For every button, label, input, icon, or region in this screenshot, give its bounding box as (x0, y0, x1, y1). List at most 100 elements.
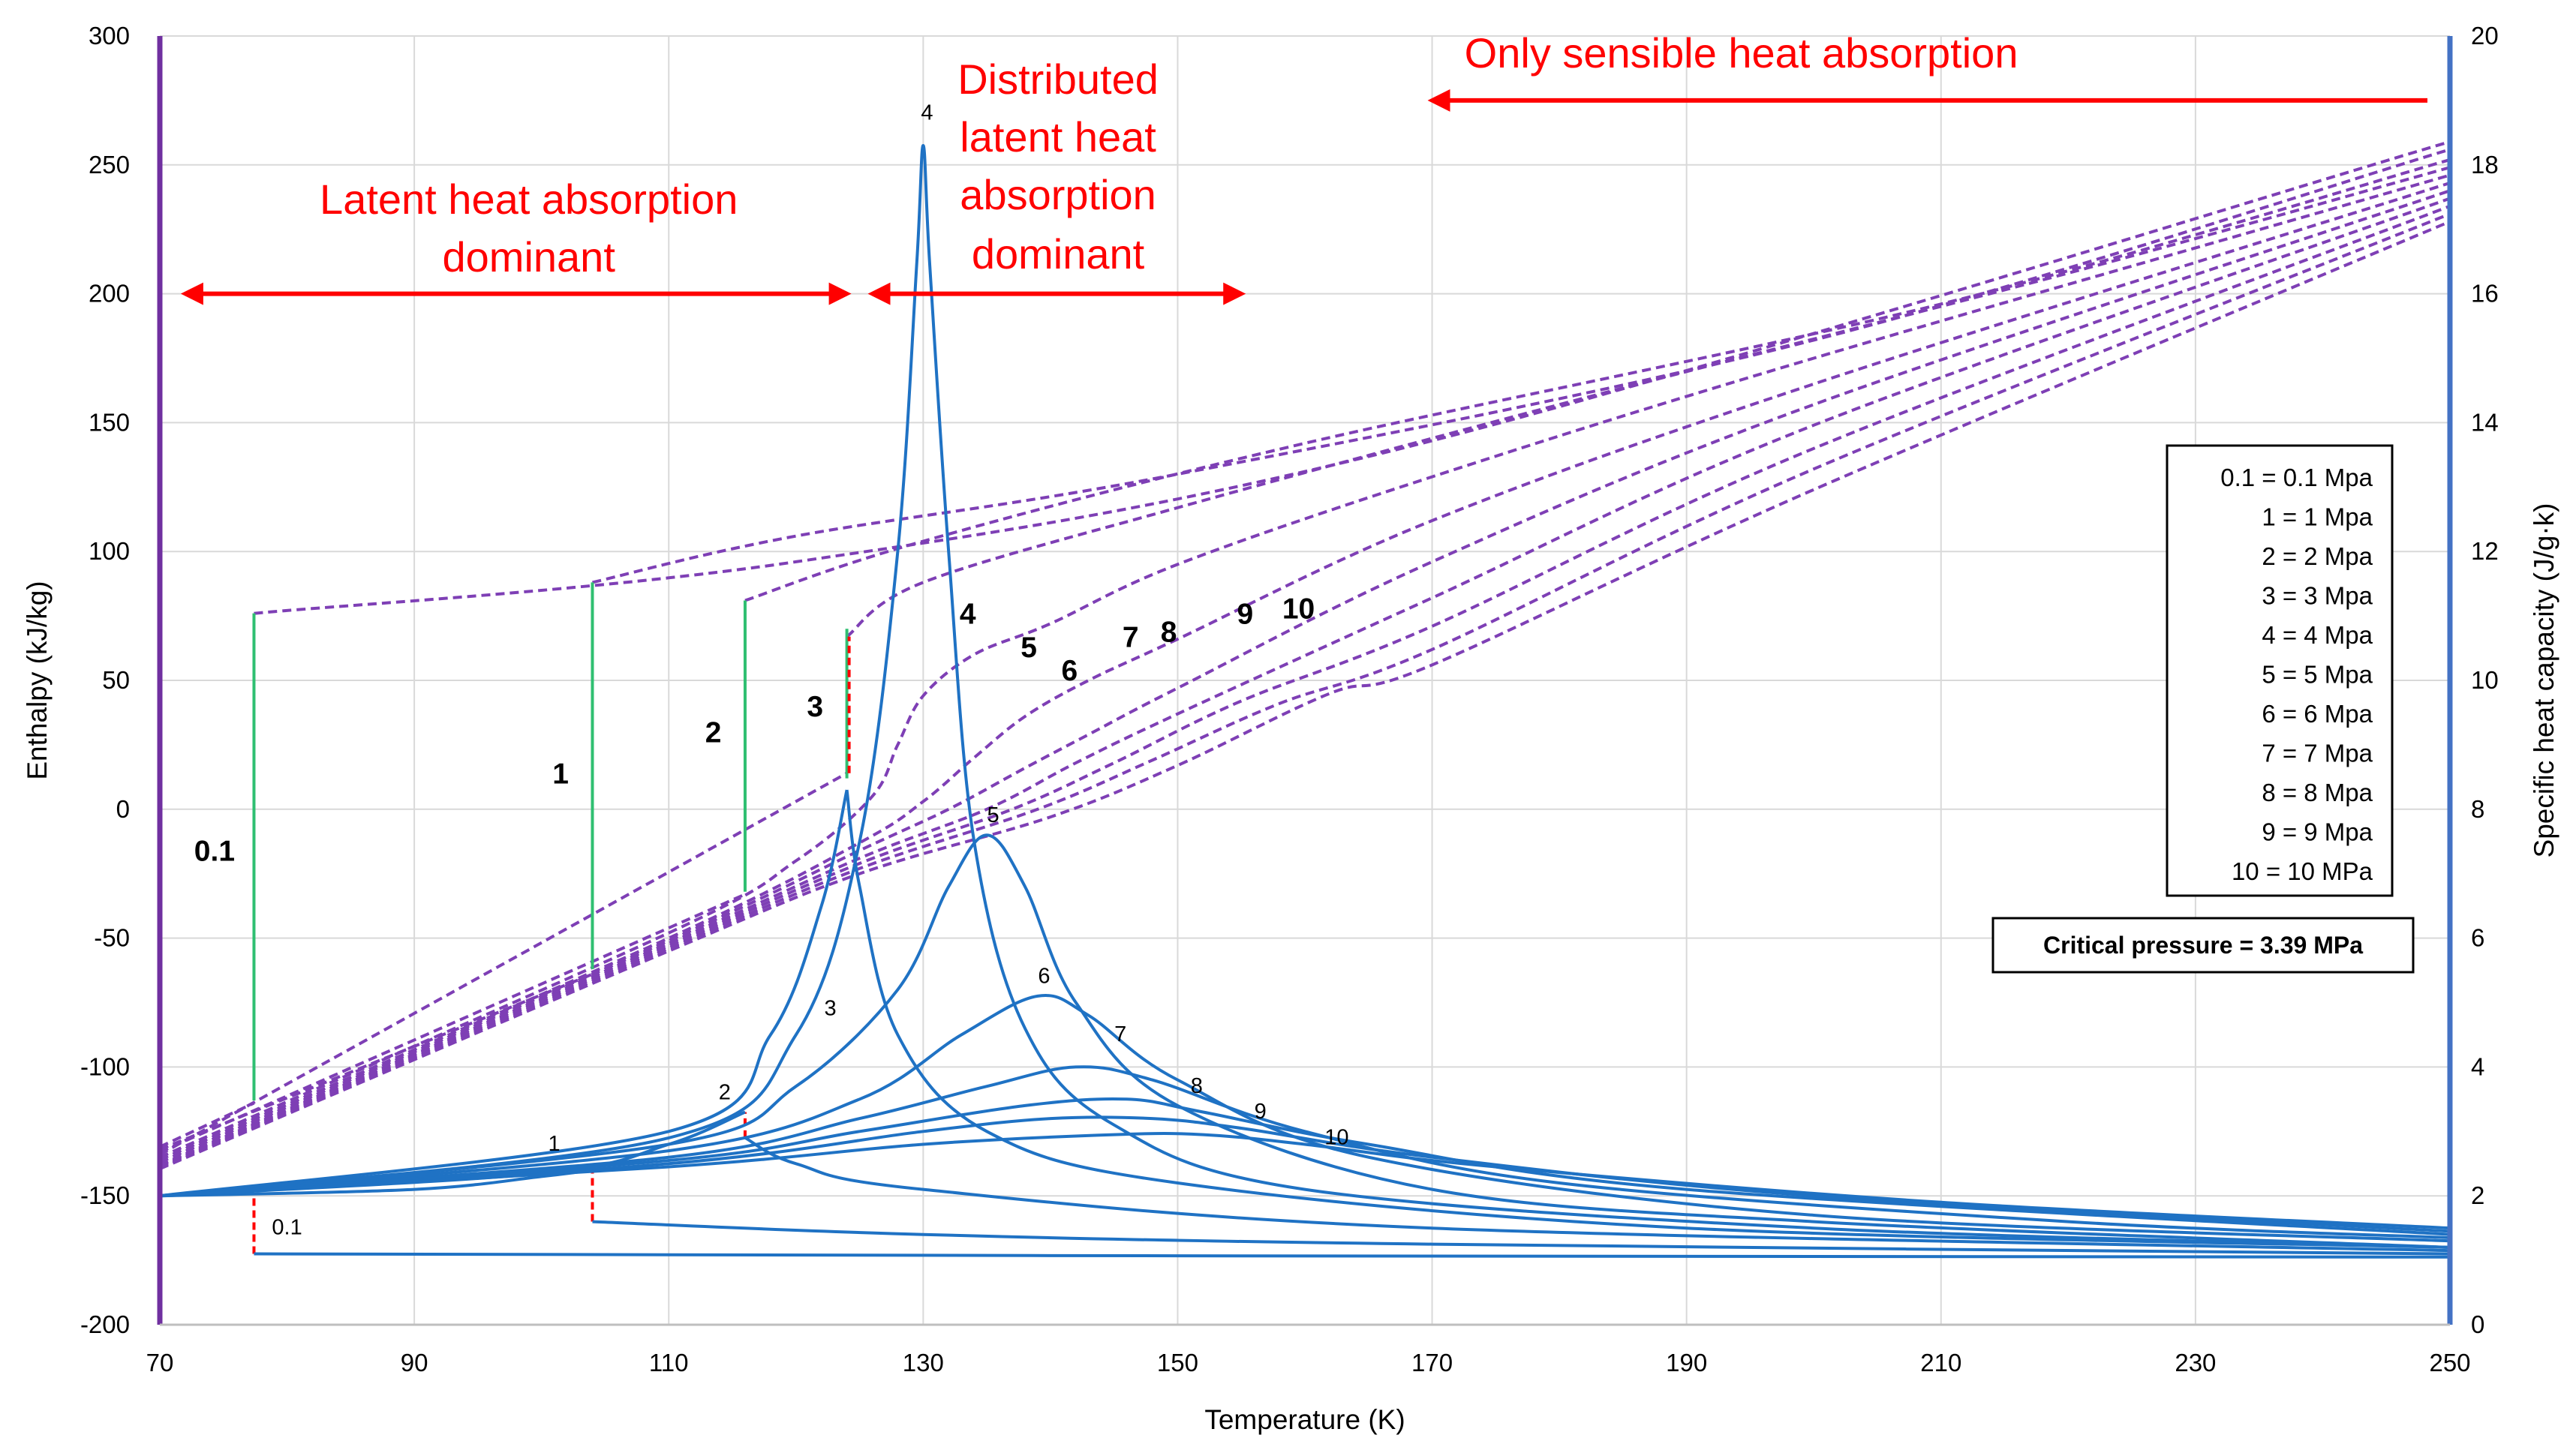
x-tick-label: 150 (1157, 1349, 1198, 1376)
cp-curve-label: 4 (921, 101, 933, 125)
x-tick-label: 130 (903, 1349, 944, 1376)
cp-curve-8-liquid (159, 1097, 2451, 1236)
y2-tick-label: 16 (2471, 280, 2499, 308)
cp-curve-2-liquid (159, 1110, 746, 1198)
enthalpy-curve-9-liquid (159, 212, 2451, 1169)
enthalpy-curve-10-liquid (159, 220, 2451, 1170)
y2-tick-label: 6 (2471, 924, 2484, 952)
x-tick-label: 110 (649, 1349, 689, 1376)
cp-curve-1-vapor (592, 1220, 2451, 1256)
y2-tick-label: 12 (2471, 537, 2499, 565)
y2-tick-label: 18 (2471, 151, 2499, 179)
enthalpy-curve-3-liquid (159, 771, 848, 1156)
y2-tick-label: 10 (2471, 666, 2499, 694)
enthalpy-curve-label: 8 (1161, 616, 1177, 648)
enthalpy-curve-label: 1 (552, 758, 569, 790)
x-tick-label: 250 (2429, 1349, 2470, 1376)
y2-tick-label: 14 (2471, 408, 2499, 436)
cp-curves (159, 143, 2451, 1259)
x-tick-label: 170 (1411, 1349, 1453, 1376)
y2-tick-label: 8 (2471, 795, 2484, 823)
distributed-label: dominant (972, 230, 1145, 278)
legend-entry: 9 = 9 Mpa (2262, 818, 2373, 846)
cp-curve-label: 6 (1038, 965, 1050, 989)
cp-curve-2-vapor (744, 1136, 2451, 1253)
cp-curve-label: 2 (719, 1080, 731, 1104)
legend-entry: 1 = 1 Mpa (2262, 503, 2373, 531)
y2-tick-label: 4 (2471, 1052, 2484, 1080)
cp-curve-label: 3 (824, 997, 836, 1021)
x-tick-label: 90 (401, 1349, 428, 1376)
y-tick-label: -100 (80, 1052, 130, 1080)
cp-curve-4-liquid (159, 143, 2451, 1249)
enthalpy-curve-4-liquid (159, 173, 2451, 1159)
grid (159, 35, 2451, 1325)
cp-curve-3-vapor (845, 789, 2451, 1249)
y-tick-label: -150 (80, 1181, 130, 1209)
distributed-label: latent heat (960, 113, 1156, 161)
y2-axis-title: Specific heat capacity (J/g·k) (2529, 503, 2559, 858)
axes: 70 90 110 130 150 170 190 210 230 250300250200150… (22, 22, 2559, 1435)
critical-pressure-note: Critical pressure = 3.39 MPa (2043, 932, 2363, 959)
enthalpy-curve-label: 7 (1123, 621, 1139, 653)
enthalpy-curve-2-vapor (744, 158, 2451, 602)
y-tick-label: -200 (80, 1310, 130, 1338)
sensible-label: Only sensible heat absorption (1465, 29, 2018, 77)
cp-curve-label: 7 (1114, 1022, 1126, 1046)
y-tick-label: 250 (89, 151, 130, 179)
legend-box (2166, 444, 2394, 897)
cp-curve-10-liquid (159, 1131, 2451, 1230)
enthalpy-curve-label: 3 (807, 691, 823, 723)
y-tick-label: 100 (89, 537, 130, 565)
y-tick-label: 200 (89, 280, 130, 308)
enthalpy-curve-label: 5 (1020, 632, 1037, 664)
y2-tick-label: 20 (2471, 22, 2499, 50)
cp-curve-6-liquid (159, 994, 2451, 1243)
cp-curve-7-liquid (159, 1065, 2451, 1239)
legend-entry: 7 = 7 Mpa (2262, 740, 2373, 767)
distributed-label: absorption (960, 171, 1156, 218)
cp-curve-0.1-vapor (254, 1252, 2451, 1259)
enthalpy-curve-5-liquid (159, 181, 2451, 1161)
cp-curve-9-liquid (159, 1115, 2451, 1233)
legend-entry: 0.1 = 0.1 Mpa (2220, 464, 2373, 491)
legend-entry: 10 = 10 MPa (2232, 857, 2373, 885)
enthalpy-curve-label: 9 (1237, 598, 1253, 630)
latent-label: Latent heat absorption (320, 176, 738, 223)
enthalpy-curve-8-liquid (159, 204, 2451, 1168)
enthalpy-curves (159, 140, 2451, 1170)
cp-curve-label: 5 (987, 803, 999, 827)
enthalpy-curve-label: 4 (960, 598, 976, 630)
enthalpy-curve-label: 10 (1282, 593, 1315, 626)
legend-entry: 2 = 2 Mpa (2262, 542, 2373, 570)
enthalpy-curve-label: 6 (1061, 655, 1078, 687)
enthalpy-curve-6-liquid (159, 189, 2451, 1164)
y-tick-label: 300 (89, 22, 130, 50)
y-tick-label: 0 (116, 795, 130, 823)
y-axis-title: Enthalpy (kJ/kg) (22, 581, 53, 779)
enthalpy-curve-label: 0.1 (194, 836, 235, 868)
phase-change-jumps (252, 582, 851, 1254)
enthalpy-curve-1-vapor (592, 148, 2451, 584)
latent-label: dominant (443, 233, 616, 281)
legend-entry: 5 = 5 Mpa (2262, 661, 2373, 689)
cp-curve-label: 8 (1191, 1074, 1203, 1098)
x-tick-label: 190 (1666, 1349, 1707, 1376)
y2-tick-label: 2 (2471, 1181, 2484, 1209)
x-tick-label: 70 (146, 1349, 174, 1376)
x-tick-label: 230 (2175, 1349, 2216, 1376)
cp-curve-3-liquid (159, 789, 849, 1198)
cp-curve-label: 10 (1324, 1125, 1348, 1149)
legend-entry: 6 = 6 Mpa (2262, 700, 2373, 728)
legend-entry: 4 = 4 Mpa (2262, 621, 2373, 649)
x-tick-label: 210 (1920, 1349, 1961, 1376)
critical-pressure-box (1991, 917, 2415, 974)
x-axis-title: Temperature (K) (1204, 1404, 1405, 1435)
legend: 0.1 = 0.1 Mpa 1 = 1 Mpa 2 = 2 Mpa 3 = 3 Mpa… (1991, 444, 2415, 974)
enthalpy-curve-2-liquid (159, 893, 746, 1154)
y-tick-label: -50 (94, 924, 130, 952)
y-tick-label: 150 (89, 408, 130, 436)
enthalpy-curve-label: 2 (705, 716, 722, 749)
